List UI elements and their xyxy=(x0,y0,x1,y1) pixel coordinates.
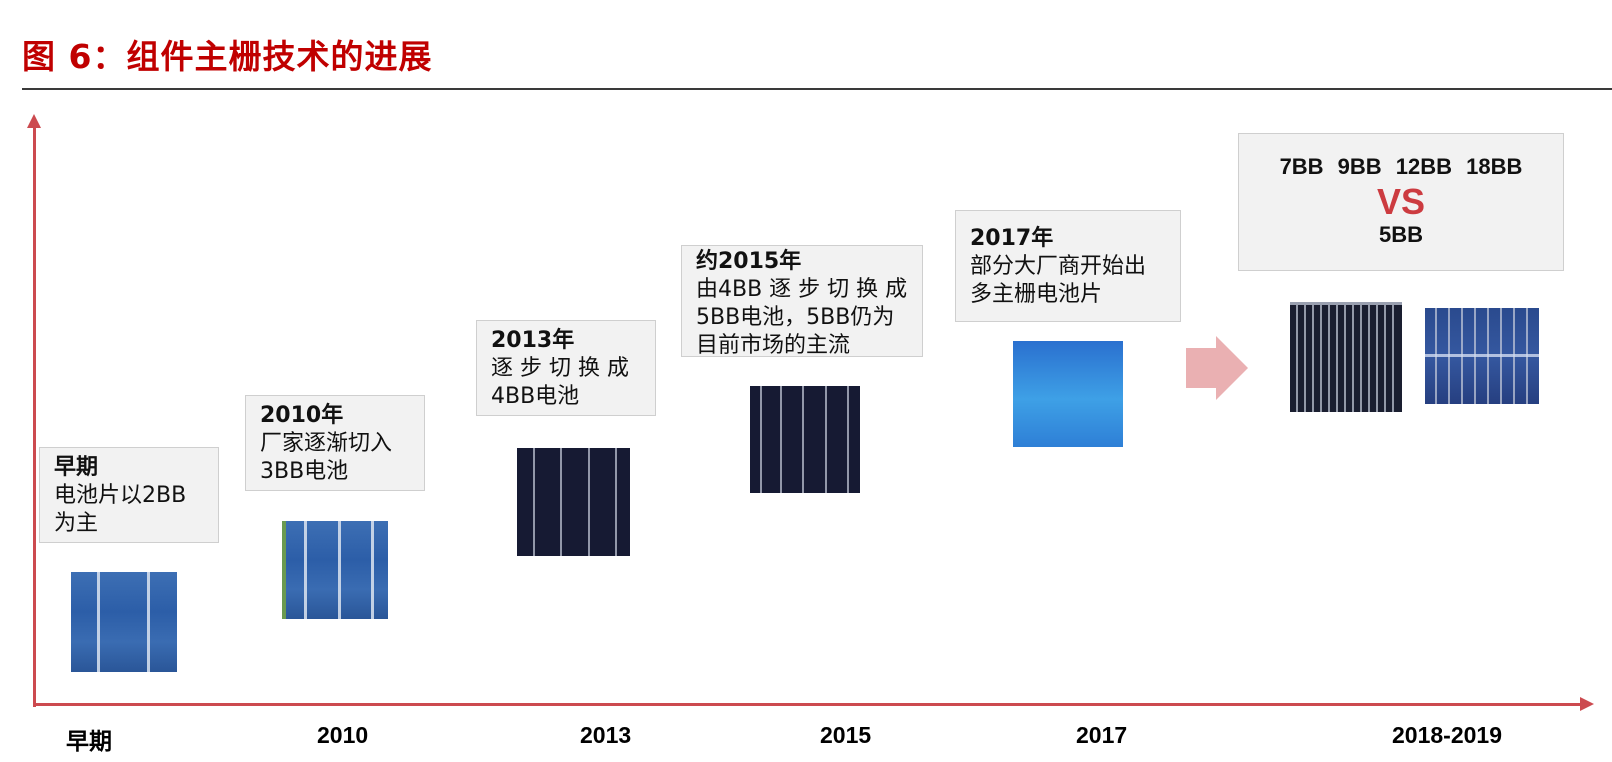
tick-label-2018-2019: 2018-2019 xyxy=(1392,722,1502,748)
stage-heading: 2013年 xyxy=(491,328,575,353)
title-divider xyxy=(22,88,1612,90)
five-bb-label: 5BB xyxy=(1378,222,1423,247)
tick-label-2013: 2013 xyxy=(580,722,632,748)
y-axis-line xyxy=(33,122,36,707)
right-arrow-icon xyxy=(1186,348,1216,388)
stage-heading: 2010年 xyxy=(260,403,344,428)
multi-busbar-options: 7BB 9BB 12BB 18BB xyxy=(1279,154,1523,179)
timeline-axis-arrow-icon xyxy=(1580,697,1594,711)
solar-cell-4bb-image xyxy=(517,448,630,556)
stage-text-line: 多主栅电池片 xyxy=(970,282,1103,307)
timeline-axis-line xyxy=(33,703,1583,706)
tick-label-early: 早期 xyxy=(66,728,112,754)
tick-label-2017: 2017 xyxy=(1076,722,1128,748)
tick-label-2010: 2010 xyxy=(317,722,369,748)
solar-cell-5bb-image xyxy=(750,386,860,493)
stage-box-2017: 2017年 部分大厂商开始出 多主栅电池片 xyxy=(955,210,1181,322)
stage-text-line: 目前市场的主流 xyxy=(696,333,851,358)
stage-text-line: 由4BB 逐 步 切 换 成 xyxy=(696,277,908,302)
stage-text-line: 为主 xyxy=(54,511,99,536)
tick-label-2015: 2015 xyxy=(820,722,872,748)
solar-cell-mbb-half-cut-image xyxy=(1425,308,1539,404)
stage-text-line: 5BB电池，5BB仍为 xyxy=(696,305,895,330)
stage-box-2013: 2013年 逐 步 切 换 成 4BB电池 xyxy=(476,320,656,416)
y-axis-arrow-icon xyxy=(27,114,41,128)
vs-label: VS xyxy=(1376,181,1426,222)
stage-heading: 早期 xyxy=(54,455,99,480)
stage-box-2015: 约2015年 由4BB 逐 步 切 换 成 5BB电池，5BB仍为 目前市场的主… xyxy=(681,245,923,358)
stage-text-line: 3BB电池 xyxy=(260,459,349,484)
solar-cell-multi-busbar-image xyxy=(1013,341,1123,447)
stage-text-line: 厂家逐渐切入 xyxy=(260,431,393,456)
solar-cell-3bb-image xyxy=(282,521,388,619)
solar-cell-mbb-mono-image xyxy=(1290,302,1402,412)
stage-box-early: 早期 电池片以2BB 为主 xyxy=(39,447,219,543)
stage-heading: 约2015年 xyxy=(696,249,802,274)
figure-title: 图 6：组件主栅技术的进展 xyxy=(22,37,433,76)
stage-box-2010: 2010年 厂家逐渐切入 3BB电池 xyxy=(245,395,425,491)
solar-cell-2bb-image xyxy=(71,572,177,672)
stage-text-line: 电池片以2BB xyxy=(54,483,187,508)
stage-heading: 2017年 xyxy=(970,226,1054,251)
comparison-box: 7BB 9BB 12BB 18BB VS 5BB xyxy=(1238,133,1564,271)
stage-text-line: 部分大厂商开始出 xyxy=(970,254,1147,279)
stage-text-line: 逐 步 切 换 成 xyxy=(491,356,629,381)
right-arrow-icon-tip xyxy=(1216,336,1248,400)
stage-text-line: 4BB电池 xyxy=(491,384,580,409)
